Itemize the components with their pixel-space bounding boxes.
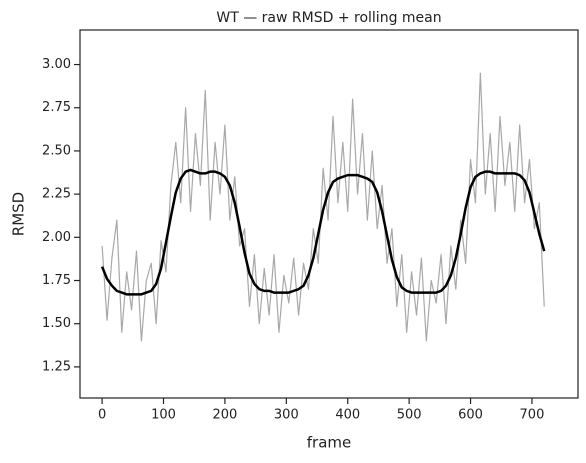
y-tick-label: 2.75 — [42, 100, 71, 115]
x-tick-label: 600 — [458, 408, 483, 423]
chart-title: WT — raw RMSD + rolling mean — [216, 10, 441, 26]
series-line — [100, 168, 546, 296]
y-tick-label: 2.50 — [42, 143, 71, 158]
x-tick-label: 400 — [335, 408, 360, 423]
y-tick-label: 1.75 — [42, 273, 71, 288]
y-tick-label: 1.25 — [42, 359, 71, 374]
x-tick-label: 700 — [520, 408, 545, 423]
x-tick-label: 300 — [274, 408, 299, 423]
y-tick-label: 3.00 — [42, 57, 71, 72]
plot-frame — [79, 29, 579, 399]
x-tick-label: 0 — [98, 408, 106, 423]
x-tick-label: 200 — [213, 408, 238, 423]
x-axis-label: frame — [307, 434, 351, 452]
y-tick-label: 1.50 — [42, 316, 71, 331]
y-tick-label: 2.25 — [42, 187, 71, 202]
x-tick-label: 100 — [151, 408, 176, 423]
y-tick-label: 2.00 — [42, 230, 71, 245]
x-tick-label: 500 — [397, 408, 422, 423]
series-line — [101, 72, 545, 342]
y-axis-label: RMSD — [10, 192, 28, 236]
